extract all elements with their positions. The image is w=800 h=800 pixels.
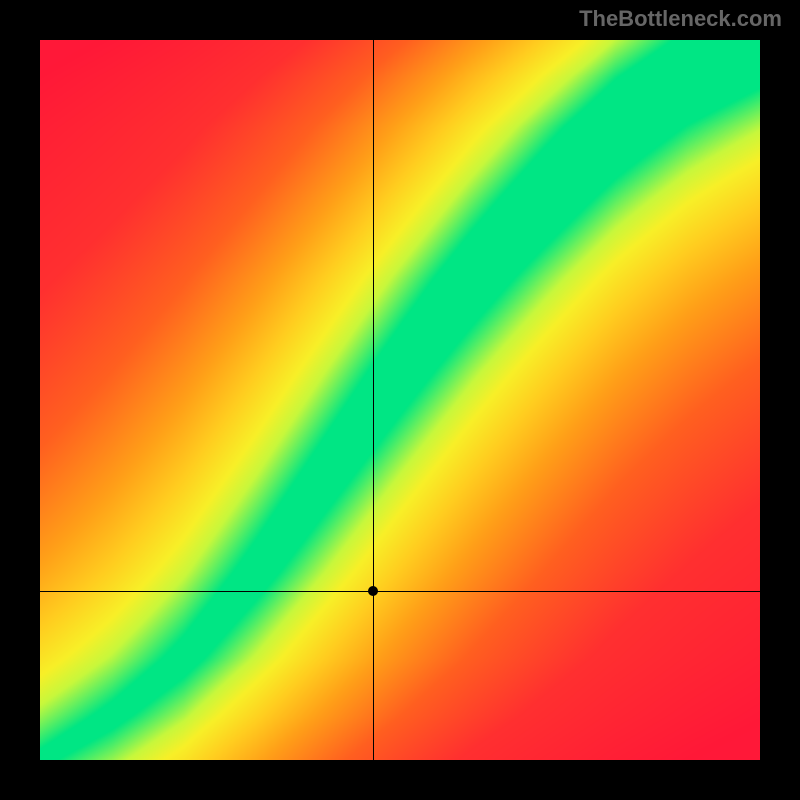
heatmap-canvas xyxy=(40,40,760,760)
heatmap-plot xyxy=(40,40,760,760)
crosshair-horizontal xyxy=(40,591,760,592)
marker-point xyxy=(368,586,378,596)
watermark-label: TheBottleneck.com xyxy=(579,6,782,32)
crosshair-vertical xyxy=(373,40,374,760)
